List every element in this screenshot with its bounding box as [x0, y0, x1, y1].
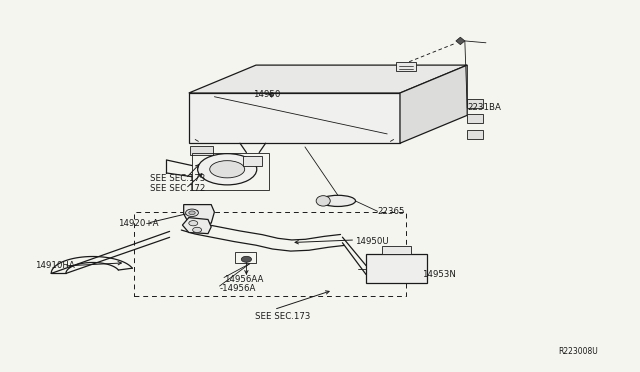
Text: 22365: 22365 [378, 207, 405, 216]
Ellipse shape [321, 195, 356, 206]
Polygon shape [184, 205, 214, 223]
Text: SEE SEC.173: SEE SEC.173 [150, 174, 206, 183]
Text: 2231BA: 2231BA [467, 103, 501, 112]
Circle shape [193, 227, 202, 232]
Circle shape [241, 256, 252, 262]
Polygon shape [382, 246, 411, 254]
Polygon shape [189, 65, 467, 93]
Polygon shape [456, 37, 465, 45]
Polygon shape [366, 254, 427, 283]
Text: 14950U: 14950U [355, 237, 389, 246]
Polygon shape [182, 218, 211, 234]
Circle shape [186, 209, 198, 217]
Polygon shape [467, 130, 483, 139]
Text: SEE SEC.172: SEE SEC.172 [150, 184, 206, 193]
Polygon shape [396, 62, 415, 71]
Polygon shape [190, 146, 213, 155]
Text: SEE SEC.173: SEE SEC.173 [255, 312, 310, 321]
Text: R223008U: R223008U [558, 347, 598, 356]
Ellipse shape [198, 154, 257, 185]
Text: 14910HA: 14910HA [35, 262, 75, 270]
Text: -14956A: -14956A [220, 284, 256, 293]
Ellipse shape [316, 196, 330, 206]
Ellipse shape [210, 161, 244, 178]
Polygon shape [243, 156, 262, 166]
Polygon shape [467, 114, 483, 123]
Polygon shape [467, 99, 483, 108]
Circle shape [189, 221, 198, 226]
Text: 14950: 14950 [253, 90, 280, 99]
Text: 14920+A: 14920+A [118, 219, 159, 228]
Text: 14956AA: 14956AA [224, 275, 264, 284]
Text: 14953N: 14953N [422, 270, 456, 279]
Polygon shape [400, 65, 467, 143]
Circle shape [189, 211, 195, 215]
Polygon shape [189, 93, 400, 143]
